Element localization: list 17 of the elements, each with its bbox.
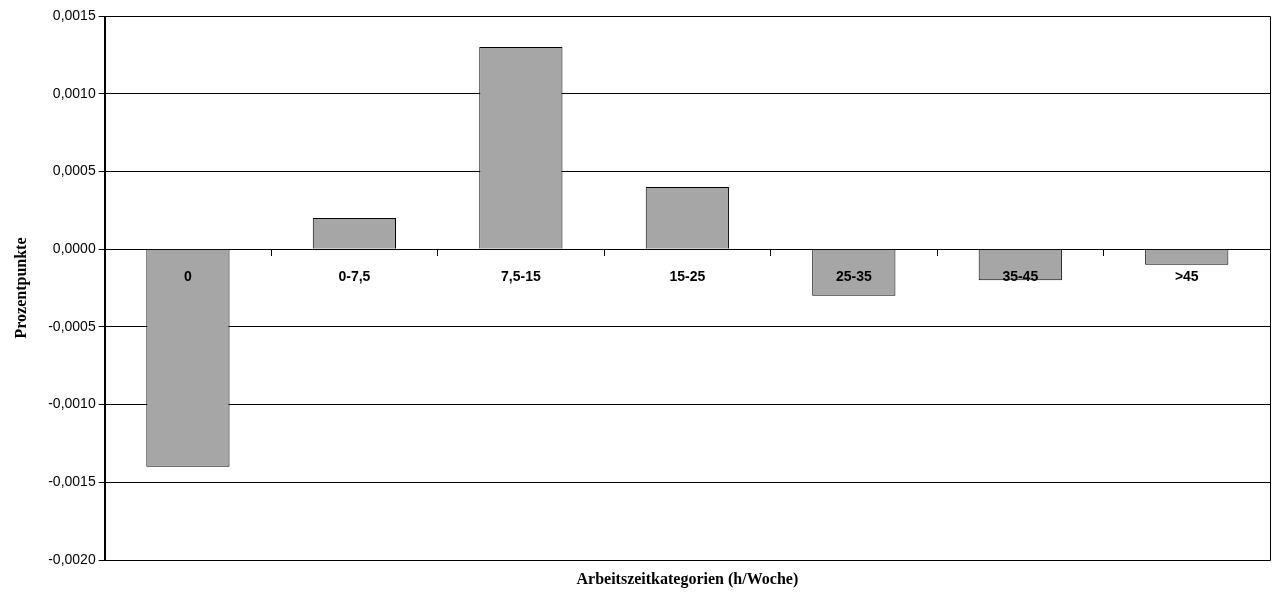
x-tick-label: 7,5-15 — [501, 268, 541, 284]
y-tick-label: 0,0005 — [52, 162, 96, 179]
y-tick-label: 0,0015 — [52, 6, 96, 23]
x-tick-label: 15-25 — [669, 268, 706, 284]
y-tick-label: 0,0000 — [52, 240, 96, 256]
y-tick-label: 0,0010 — [52, 84, 96, 101]
x-tick-label: 35-45 — [1002, 268, 1039, 284]
y-tick-label: -0,0010 — [48, 395, 96, 412]
y-tick-label: -0,0015 — [48, 473, 96, 490]
x-axis-title: Arbeitszeitkategorien (h/Woche) — [576, 570, 799, 589]
y-tick-label: -0,0020 — [48, 550, 96, 567]
x-tick-label: 0-7,5 — [338, 268, 371, 284]
y-tick-label: -0,0005 — [48, 317, 96, 334]
x-tick-label: >45 — [1174, 268, 1199, 284]
y-axis-title: Prozentpunkte — [11, 237, 30, 339]
x-tick-label: 0 — [184, 268, 193, 284]
x-tick-label: 25-35 — [835, 268, 872, 284]
